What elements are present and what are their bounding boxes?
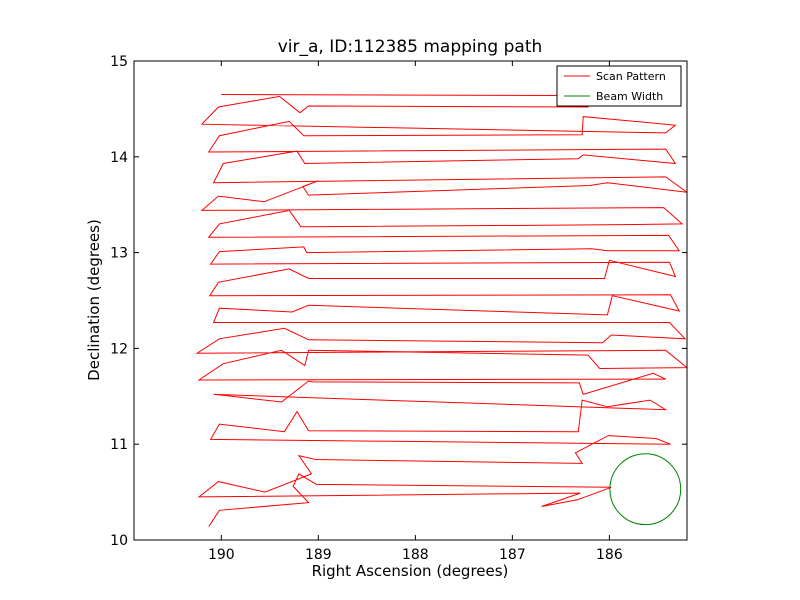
plot-frame <box>133 60 688 541</box>
y-tick-label: 15 <box>110 54 128 70</box>
beam-width-layer <box>609 453 682 526</box>
x-tick-label: 186 <box>596 547 623 563</box>
legend-box <box>556 65 682 107</box>
scan-pattern-layer <box>195 94 687 527</box>
x-tick-label: 188 <box>402 547 429 563</box>
x-tick-label: 189 <box>305 547 332 563</box>
y-axis-label: Declination (degrees) <box>85 219 103 381</box>
scan-pattern-line <box>195 94 687 527</box>
y-tick-label: 14 <box>110 150 128 166</box>
chart-title: vir_a, ID:112385 mapping path <box>278 37 543 57</box>
x-tick-label: 190 <box>208 547 235 563</box>
x-tick-label: 187 <box>499 547 526 563</box>
y-tick-label: 12 <box>110 341 128 357</box>
beam-width-circle <box>609 453 682 526</box>
x-axis-label: Right Ascension (degrees) <box>312 562 509 580</box>
y-axis: 10 11 12 13 14 15 <box>110 54 687 549</box>
legend-beam-width-label: Beam Width <box>596 90 663 103</box>
legend: Scan Pattern Beam Width <box>556 65 682 107</box>
y-tick-label: 13 <box>110 246 128 262</box>
legend-scan-pattern-label: Scan Pattern <box>596 70 666 83</box>
y-tick-label: 11 <box>110 437 128 453</box>
y-tick-label: 10 <box>110 533 128 549</box>
x-axis: 190 189 188 187 186 <box>208 61 623 563</box>
